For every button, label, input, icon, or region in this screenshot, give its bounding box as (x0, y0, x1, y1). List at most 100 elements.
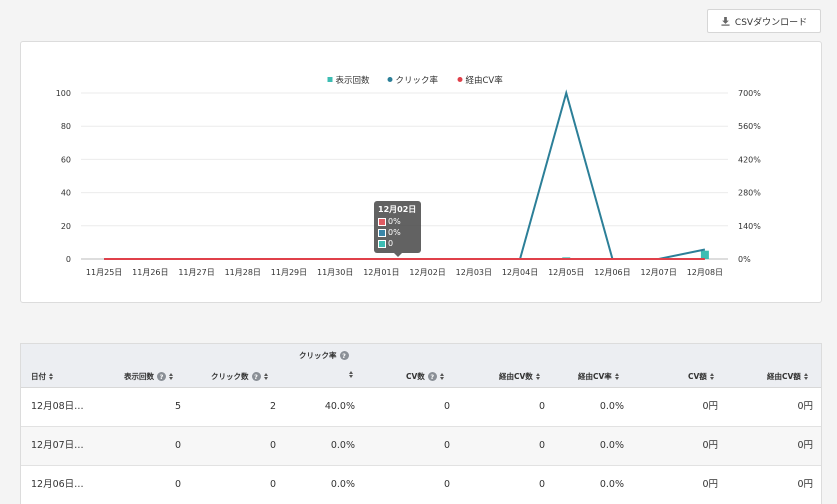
legend-label: クリック率 (396, 75, 439, 86)
x-tick-label: 12月02日 (409, 268, 445, 277)
table-row: 12月07日… 0 0 0.0% 0 0 0.0% 0円 0円 (21, 427, 821, 466)
column-header-label: 日付 (31, 372, 46, 381)
tooltip-row: 0 (378, 238, 417, 249)
x-tick-label: 11月29日 (271, 268, 307, 277)
cell-impressions: 0 (174, 440, 181, 451)
y-right-tick-label: 280% (738, 189, 761, 198)
column-header-ctr[interactable]: クリック率 ? (299, 350, 349, 361)
cell-via-cv: 0 (538, 401, 545, 412)
tooltip-value-2: 0 (388, 239, 394, 248)
x-tick-label: 12月06日 (594, 268, 630, 277)
legend-label: 表示回数 (336, 75, 371, 86)
x-tick-label: 11月28日 (225, 268, 261, 277)
tooltip-value-1: 0% (388, 228, 401, 237)
help-icon[interactable]: ? (251, 372, 261, 381)
y-right-tick-label: 140% (738, 222, 761, 231)
csv-download-button[interactable]: CSVダウンロード (707, 9, 821, 33)
cell-date[interactable]: 12月07日… (31, 440, 84, 451)
y-left-tick-label: 0 (66, 255, 71, 264)
chart-panel: 0 0% 20 140% 40 280% 60 420% 80 560% 100 700% 11月25日… (20, 41, 822, 303)
x-tick-label: 12月08日 (687, 268, 723, 277)
legend-marker (387, 77, 393, 82)
sort-icon[interactable] (439, 373, 444, 380)
cell-date[interactable]: 12月08日… (31, 401, 84, 412)
cell-date[interactable]: 12月06日… (31, 479, 84, 490)
cell-impressions: 0 (174, 479, 181, 490)
y-right-tick-label: 420% (738, 155, 761, 164)
chart-tooltip: 12月02日 0% 0% 0 (374, 201, 421, 257)
y-left-tick-label: 80 (61, 122, 71, 131)
help-icon[interactable]: ? (427, 372, 437, 381)
column-header-clicks[interactable]: クリック数 ? (211, 371, 268, 382)
sort-icon[interactable] (614, 373, 619, 380)
help-icon[interactable]: ? (339, 351, 349, 360)
x-tick-label: 12月04日 (502, 268, 538, 277)
cell-via-cv: 0 (538, 479, 545, 490)
column-header-cv-amount[interactable]: CV額 (688, 371, 714, 382)
legend-marker (327, 77, 333, 82)
column-header-cv[interactable]: CV数 ? (406, 371, 444, 382)
cell-cv-amount: 0円 (702, 401, 718, 412)
column-header-via-cv-amount[interactable]: 経由CV額 (767, 371, 808, 382)
column-header-label: CV数 (406, 372, 425, 381)
y-right-tick-label: 0% (738, 255, 751, 264)
sort-icon[interactable] (49, 373, 53, 380)
y-right-tick-label: 700% (738, 89, 761, 98)
tooltip-swatch-2 (378, 239, 386, 248)
column-header-ctr-sort[interactable] (349, 371, 353, 378)
cell-impressions: 5 (174, 401, 181, 412)
x-tick-label: 12月05日 (548, 268, 584, 277)
cell-via-cv-rate: 0.0% (599, 401, 624, 412)
sort-icon[interactable] (803, 373, 808, 380)
cell-via-cv: 0 (538, 440, 545, 451)
sort-icon[interactable] (169, 373, 173, 380)
column-header-via-cv-rate[interactable]: 経由CV率 (578, 371, 619, 382)
tooltip-swatch-1 (378, 228, 386, 237)
column-header-label: 経由CV率 (578, 372, 612, 381)
x-tick-label: 11月27日 (178, 268, 214, 277)
tooltip-swatch-0 (378, 217, 386, 226)
performance-chart: 0 0% 20 140% 40 280% 60 420% 80 560% 100 700% 11月25日… (56, 75, 762, 277)
sort-icon[interactable] (263, 373, 268, 380)
cell-cv: 0 (443, 479, 450, 490)
cell-ctr: 0.0% (330, 479, 355, 490)
cell-cv: 0 (443, 401, 450, 412)
column-header-label: 経由CV数 (499, 372, 533, 381)
sort-icon[interactable] (349, 371, 353, 378)
cell-via-cv-amount: 0円 (797, 479, 813, 490)
help-icon[interactable]: ? (157, 372, 166, 381)
tooltip-title: 12月02日 (378, 205, 417, 214)
y-left-tick-label: 40 (61, 189, 71, 198)
column-header-via-cv[interactable]: 経由CV数 (499, 371, 540, 382)
cell-cv-amount: 0円 (702, 479, 718, 490)
tooltip-value-0: 0% (388, 217, 401, 226)
download-icon (721, 16, 730, 26)
sort-icon[interactable] (709, 373, 714, 380)
tooltip-row: 0% (378, 216, 417, 227)
column-header-impressions[interactable]: 表示回数 ? (124, 371, 173, 382)
table-row: 12月08日… 5 2 40.0% 0 0 0.0% 0円 0円 (21, 388, 821, 427)
y-left-tick-label: 20 (61, 222, 71, 231)
x-tick-label: 11月26日 (132, 268, 168, 277)
x-tick-label: 12月01日 (363, 268, 399, 277)
sort-icon[interactable] (535, 373, 540, 380)
column-header-label: クリック率 (299, 351, 337, 360)
cell-cv: 0 (443, 440, 450, 451)
cell-via-cv-amount: 0円 (797, 440, 813, 451)
y-left-tick-label: 100 (56, 89, 71, 98)
x-tick-label: 12月07日 (640, 268, 676, 277)
x-tick-label: 12月03日 (456, 268, 492, 277)
cell-via-cv-rate: 0.0% (599, 440, 624, 451)
cell-clicks: 2 (269, 401, 276, 412)
column-header-date[interactable]: 日付 (31, 371, 53, 382)
cell-ctr: 0.0% (330, 440, 355, 451)
table-row: 12月06日… 0 0 0.0% 0 0 0.0% 0円 0円 (21, 466, 821, 504)
legend-marker (457, 77, 463, 82)
x-tick-label: 11月25日 (86, 268, 122, 277)
column-header-label: クリック数 (211, 372, 249, 381)
tooltip-row: 0% (378, 227, 417, 238)
cell-ctr: 40.0% (324, 401, 355, 412)
bar (700, 250, 709, 259)
y-right-tick-label: 560% (738, 122, 761, 131)
report-table: 日付 表示回数 ? クリック数 ? クリック率 ? CV数 ? 経由CV数 (20, 343, 822, 504)
